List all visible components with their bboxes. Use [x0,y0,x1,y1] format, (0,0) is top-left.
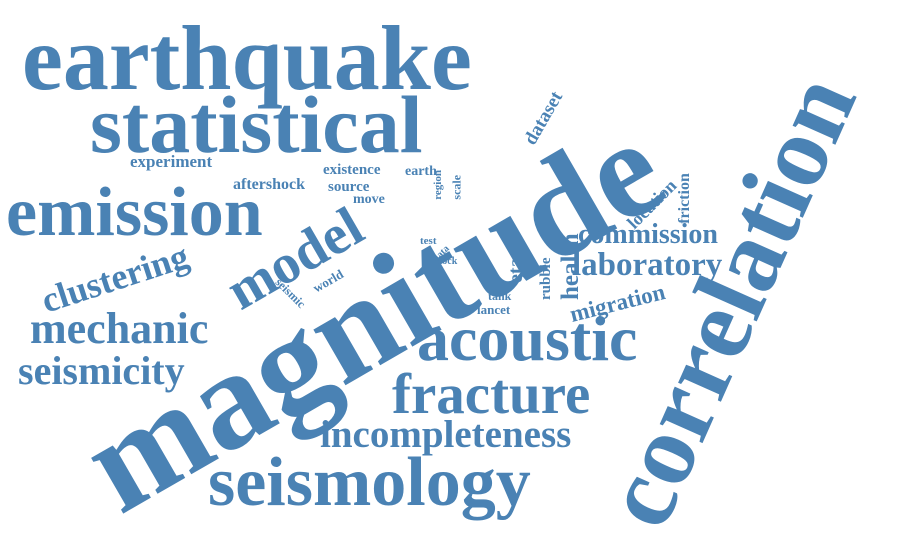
word-rubble: rubble [538,257,554,300]
word-eta: eta [505,257,527,283]
word-seismicity: seismicity [18,348,185,393]
word-incompleteness: incompleteness [320,412,572,456]
word-seismology: seismology [208,444,531,521]
word-earthquake: earthquake [22,7,472,110]
word-earth: earth [405,163,437,179]
word-source: source [328,179,370,195]
word-acoustic: acoustic [417,302,638,374]
word-commission: commission [578,218,718,250]
word-region: region [432,170,445,200]
word-move: move [353,191,385,207]
word-existence: existence [323,162,381,178]
word-scale: scale [449,175,464,200]
word-experiment: experiment [130,152,213,172]
word-rock: rock [438,256,458,267]
word-laboratory: laboratory [572,246,723,283]
word-lancet: lancet [477,301,511,317]
word-tank: tank [488,289,512,304]
word-health: health [557,233,584,300]
word-mechanic: mechanic [30,303,209,353]
word-test: test [420,235,437,248]
word-statistical: statistical [90,79,423,171]
word-aftershock: aftershock [233,176,305,194]
word-fracture: fracture [392,363,591,427]
word-friction: friction [676,173,694,224]
word-emission: emission [6,174,263,251]
